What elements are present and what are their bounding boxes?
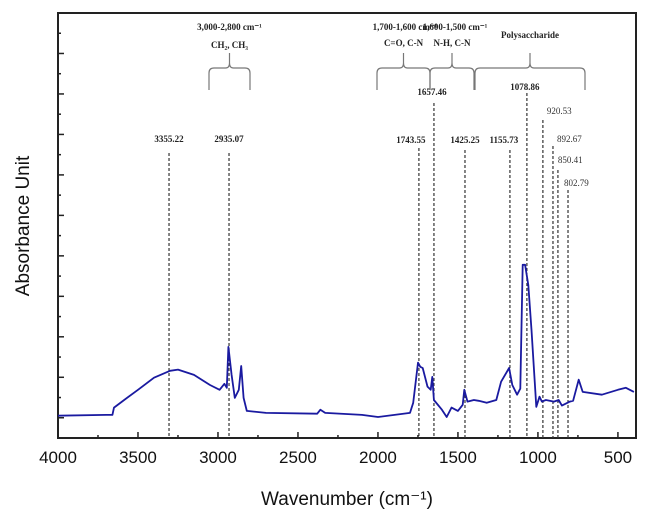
x-tick-label: 4000 [39,448,77,467]
region-group-label: C=O, C-N [384,38,424,48]
region-bracket [429,53,475,90]
region-bracket [208,53,251,90]
x-tick-label: 500 [604,448,632,467]
region-range-label: 1,700-1,600 cm⁻¹ [373,22,438,32]
peak-label: 1743.55 [396,135,426,145]
x-tick-label: 2500 [279,448,317,467]
x-tick-label: 3000 [199,448,237,467]
region-range-label: 3,000-2,800 cm⁻¹ [197,22,262,32]
region-range-label: 1,600-1,500 cm⁻¹ [423,22,488,32]
x-tick-label: 1500 [439,448,477,467]
axes: 4000 3500 3000 2500 2000 1500 1000 500 [39,12,637,467]
peak-label: 2935.07 [214,134,244,144]
peak-label: 1657.46 [417,87,447,97]
x-axis-label: Wavenumber (cm⁻¹) [261,489,433,510]
peak-label: 802.79 [564,178,589,188]
peak-markers: 3355.22 2935.07 1743.55 1657.46 1425.25 1155.… [154,82,589,438]
x-tick-label: 1000 [519,448,557,467]
peak-label: 1425.25 [450,135,480,145]
y-axis-label: Absorbance Unit [13,155,34,296]
spectrum-line [57,263,635,418]
peak-label: 1155.73 [490,135,519,145]
peak-label: 850.41 [558,155,583,165]
x-tick-label: 3500 [119,448,157,467]
region-group-label: N-H, C-N [434,38,471,48]
region-group-label: CH₂, CH₃ [211,40,248,50]
peak-label: 1078.86 [510,82,540,92]
region-bracket [474,53,586,90]
peak-label: 892.67 [557,134,582,144]
x-tick-label: 2000 [359,448,397,467]
region-group-label: Polysaccharide [501,30,559,40]
plot-frame [57,12,637,439]
region-brackets: 3,000-2,800 cm⁻¹ CH₂, CH₃ 1,700-1,600 cm⁻¹… [197,22,586,90]
peak-label: 920.53 [547,106,572,116]
peak-label: 3355.22 [154,134,184,144]
region-bracket [376,53,431,90]
